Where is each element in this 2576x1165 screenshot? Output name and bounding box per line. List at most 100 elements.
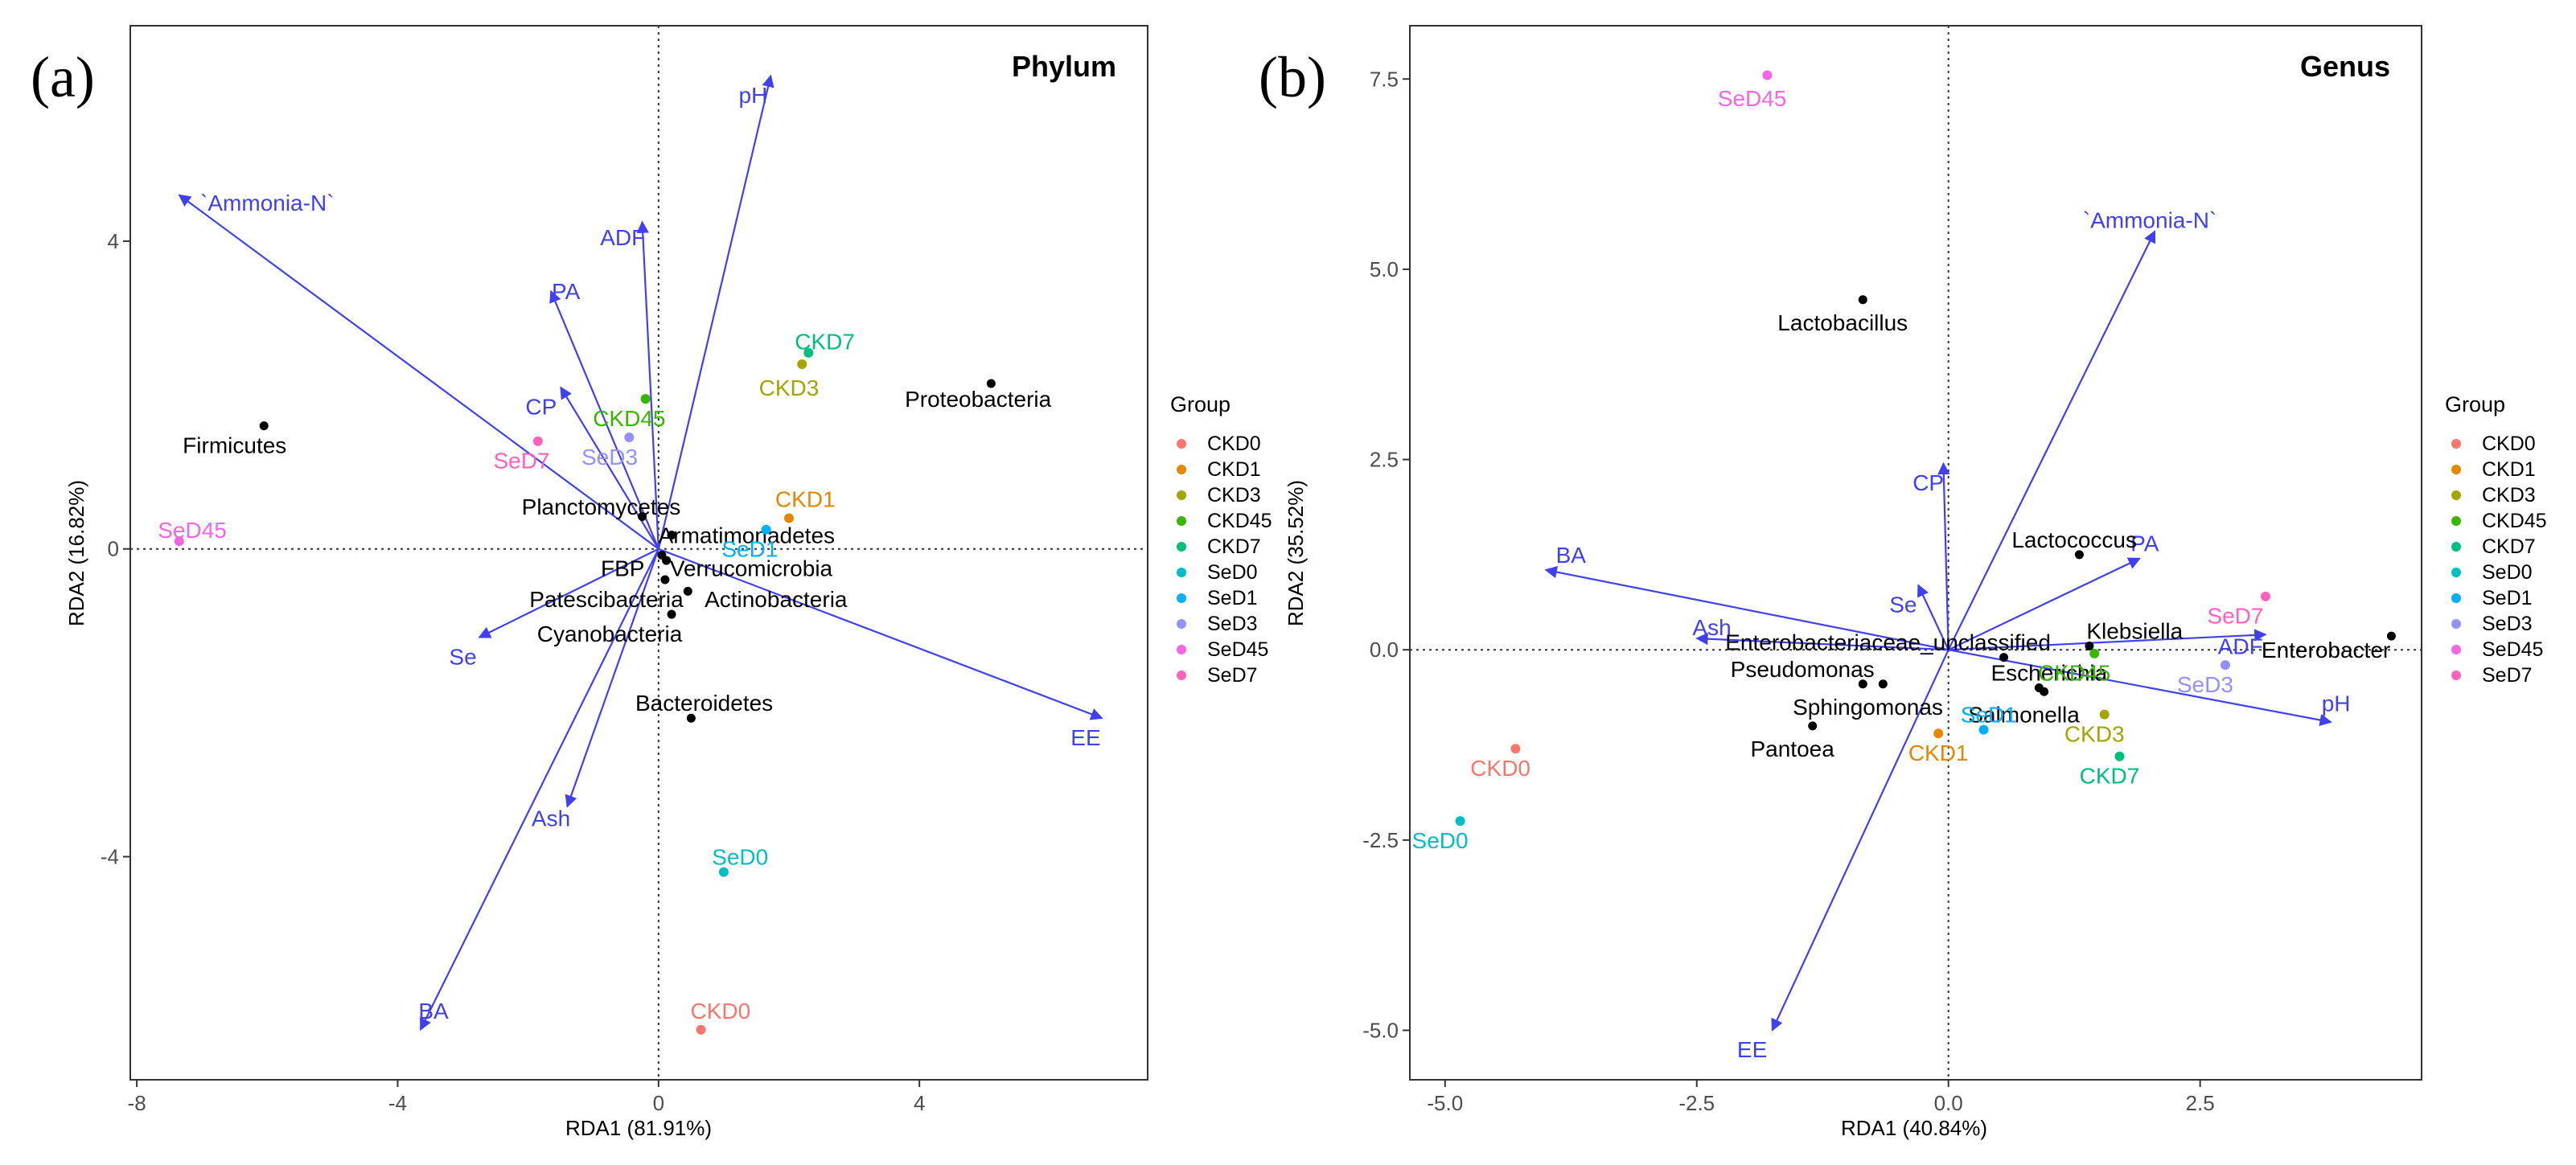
legend-item-label: SeD3 xyxy=(1207,613,1258,635)
legend-title: Group xyxy=(2445,392,2505,416)
legend-item-label: SeD0 xyxy=(1207,561,1258,584)
env-arrow-label: PA xyxy=(552,279,581,304)
species-label: Cyanobacteria xyxy=(537,621,683,646)
env-arrow xyxy=(1948,629,2267,651)
legend-item-label: SeD1 xyxy=(2482,587,2533,609)
env-arrow-label: EE xyxy=(1070,725,1100,750)
sample-point xyxy=(2220,660,2230,671)
species-point xyxy=(2085,641,2094,650)
legend-swatch xyxy=(2451,490,2461,500)
species-label: Armatimonadetes xyxy=(659,523,835,548)
env-arrow-label: BA xyxy=(418,999,449,1023)
sample-point xyxy=(532,436,543,446)
legend-item-label: CKD1 xyxy=(1207,458,1261,481)
sample-point xyxy=(1455,816,1465,827)
legend-swatch xyxy=(2451,593,2461,603)
env-arrow-label: Se xyxy=(449,645,476,670)
legend-item-label: CKD3 xyxy=(1207,484,1261,507)
y-tick-label: 5.0 xyxy=(1370,257,1399,281)
sample-label: SeD3 xyxy=(2177,672,2233,697)
species-point xyxy=(1858,679,1867,689)
env-arrow-label: `Ammonia-N` xyxy=(200,191,334,215)
env-arrow-label: EE xyxy=(1737,1037,1767,1062)
legend-swatch xyxy=(1177,593,1186,603)
sample-label: CKD7 xyxy=(795,329,855,354)
species-point xyxy=(986,379,996,388)
legend-swatch xyxy=(2451,542,2461,552)
panel-label: (b) xyxy=(1259,45,1326,109)
legend-item-label: CKD45 xyxy=(1207,510,1272,532)
x-tick-label: 2.5 xyxy=(2186,1091,2215,1115)
panel-label: (a) xyxy=(31,45,95,109)
legend-item-label: CKD7 xyxy=(2482,535,2536,558)
x-tick-label: -8 xyxy=(128,1091,146,1115)
legend-swatch xyxy=(2451,516,2461,526)
legend-item-label: SeD3 xyxy=(2482,613,2533,635)
sample-point xyxy=(1933,728,1944,739)
species-label: Bacteroidetes xyxy=(635,691,773,716)
species-label: Lactobacillus xyxy=(1777,310,1908,335)
legend-swatch xyxy=(2451,568,2461,577)
env-arrow-label: `Ammonia-N` xyxy=(2083,207,2217,232)
sample-label: SeD7 xyxy=(494,449,550,474)
species-point xyxy=(667,609,676,619)
species-point xyxy=(638,512,647,522)
sample-point xyxy=(1762,70,1773,80)
species-point xyxy=(259,421,269,431)
x-tick-label: 0 xyxy=(653,1091,664,1115)
legend-swatch xyxy=(1177,542,1186,552)
sample-point xyxy=(696,1024,706,1035)
legend-item-label: SeD45 xyxy=(1207,638,1268,661)
sample-label: CKD0 xyxy=(691,999,751,1023)
legend-item-label: SeD45 xyxy=(2482,638,2543,661)
sample-point xyxy=(2099,709,2110,720)
y-tick-label: 7.5 xyxy=(1370,67,1399,91)
legend-item-label: SeD1 xyxy=(1207,587,1258,609)
legend-item-label: CKD0 xyxy=(1207,433,1261,455)
plot-panel-border-0 xyxy=(129,25,1148,1081)
env-arrow xyxy=(1695,632,1949,651)
x-axis-label: RDA1 (81.91%) xyxy=(565,1116,712,1140)
legend-swatch xyxy=(1177,619,1186,629)
env-arrow xyxy=(657,74,774,549)
sample-label: SeD0 xyxy=(1412,828,1469,853)
legend-item-label: SeD7 xyxy=(2482,664,2533,687)
species-point xyxy=(2386,631,2396,641)
sample-point xyxy=(797,359,807,370)
sample-point xyxy=(1978,724,1989,735)
env-arrow xyxy=(1948,557,2141,651)
sample-label: CKD1 xyxy=(775,487,836,512)
env-arrow-label: CP xyxy=(1912,470,1944,495)
sample-point xyxy=(761,524,771,535)
sample-label: CKD3 xyxy=(2064,721,2125,746)
species-label: Verrucomicrobia xyxy=(670,556,833,581)
y-axis-label: RDA2 (16.82%) xyxy=(64,480,88,626)
env-arrow xyxy=(1544,565,1949,651)
env-arrow xyxy=(658,548,1103,720)
y-axis-label: RDA2 (35.52%) xyxy=(1284,480,1308,626)
species-label: Enterobacteriaceae_unclassified xyxy=(1725,630,2051,655)
legend-swatch xyxy=(1177,490,1186,500)
x-tick-label: -5.0 xyxy=(1427,1091,1463,1115)
sample-label: CKD7 xyxy=(2080,763,2140,788)
sample-label: CKD45 xyxy=(2038,661,2110,686)
env-arrow xyxy=(1937,461,1950,650)
legend-item-label: CKD7 xyxy=(1207,535,1261,558)
species-label: Firmicutes xyxy=(183,433,286,458)
legend-item-label: CKD45 xyxy=(2482,510,2547,532)
env-arrow-label: Se xyxy=(1889,592,1917,617)
x-tick-label: 4 xyxy=(914,1091,925,1115)
env-arrow-label: Ash xyxy=(1692,615,1731,640)
species-label: FBP xyxy=(601,556,644,581)
sample-label: CKD1 xyxy=(1908,740,1969,765)
species-point xyxy=(683,586,692,596)
panel-title: Genus xyxy=(2300,50,2390,83)
env-arrow-label: CP xyxy=(525,395,557,420)
x-axis-label: RDA1 (40.84%) xyxy=(1841,1116,1987,1140)
species-point xyxy=(662,556,672,565)
env-arrow-label: BA xyxy=(1556,543,1587,568)
sample-label: SeD0 xyxy=(712,844,768,869)
species-point xyxy=(1878,679,1888,689)
env-arrow-label: pH xyxy=(2322,691,2351,716)
legend-item-label: SeD7 xyxy=(1207,664,1258,687)
